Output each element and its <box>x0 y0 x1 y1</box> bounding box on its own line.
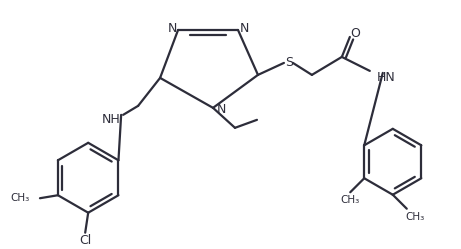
Text: N: N <box>167 22 177 35</box>
Text: NH: NH <box>102 113 120 126</box>
Text: CH₃: CH₃ <box>341 195 360 205</box>
Text: HN: HN <box>377 71 396 84</box>
Text: N: N <box>239 22 248 35</box>
Text: CH₃: CH₃ <box>11 193 30 203</box>
Text: CH₃: CH₃ <box>405 212 425 222</box>
Text: N: N <box>216 103 226 116</box>
Text: S: S <box>285 57 293 69</box>
Text: O: O <box>350 27 360 40</box>
Text: Cl: Cl <box>79 234 91 247</box>
